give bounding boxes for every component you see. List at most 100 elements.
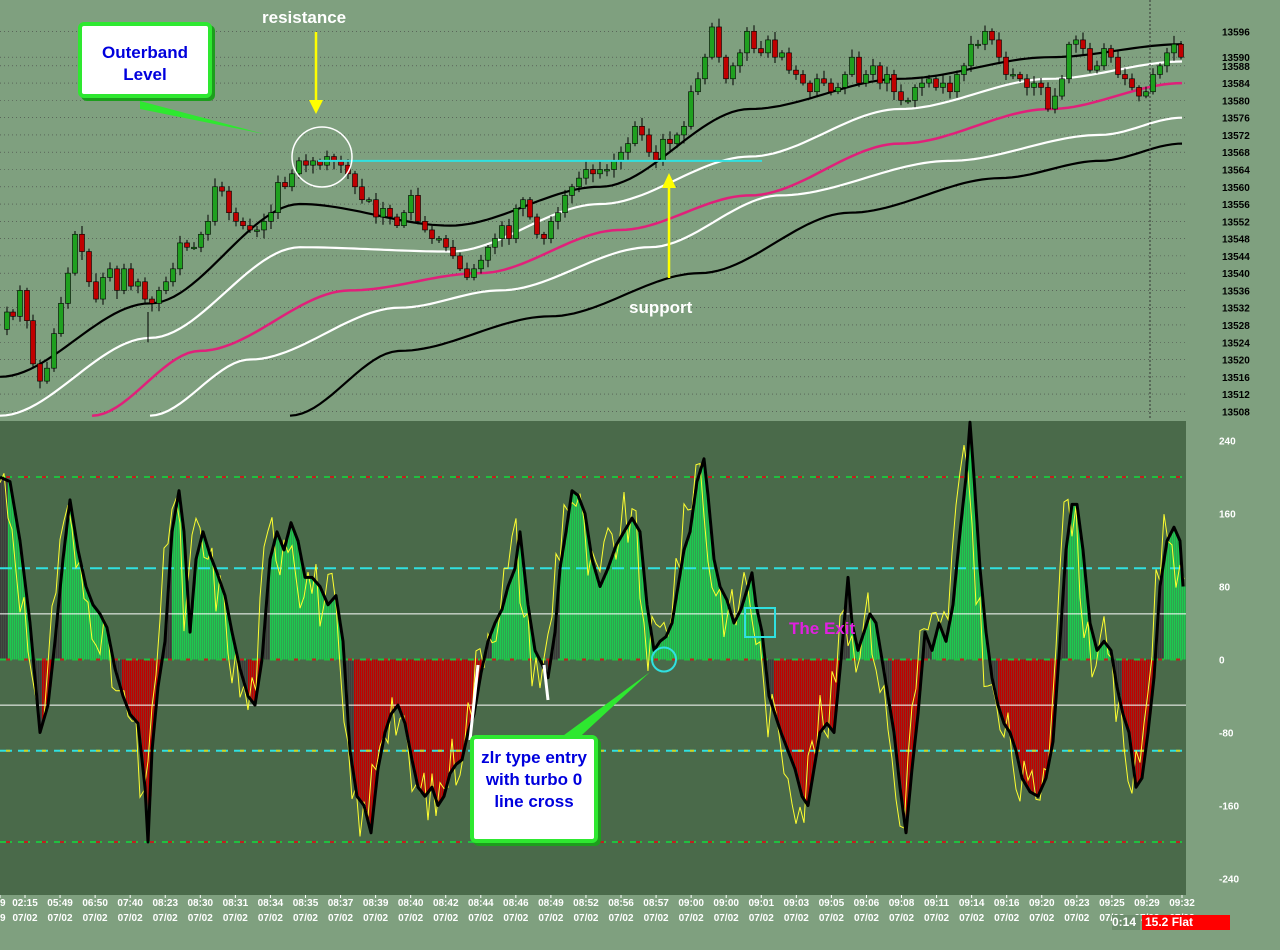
histogram-bar [680,574,682,660]
histogram-bar [1042,659,1044,788]
histogram-bar [710,516,712,660]
histogram-bar [982,589,984,660]
histogram-bar [794,659,796,767]
histogram-bar [462,659,464,760]
histogram-bar [1038,659,1040,797]
histogram-bar [1054,659,1056,728]
histogram-bar [1026,659,1028,785]
price-tick-label: 13568 [1222,148,1250,159]
histogram-bar [730,609,732,660]
histogram-bar [106,625,108,660]
histogram-bar [740,611,742,660]
candle-body-up [870,65,876,75]
histogram-bar [580,500,582,660]
candle [625,137,631,160]
x-tick-date: 07/02 [118,913,143,924]
candle [261,213,267,239]
x-tick-date: 07/02 [784,913,809,924]
histogram-bar [276,535,278,660]
histogram-bar [956,573,958,660]
candle [429,225,435,244]
candle [177,235,183,276]
histogram-bar [458,659,460,763]
candle [471,264,477,281]
candle [1178,40,1184,60]
candle-body-up [968,43,974,67]
histogram-bar [1122,659,1124,710]
x-tick-date: 07/02 [609,913,634,924]
candle [1052,88,1058,114]
candle [219,181,225,197]
candle [954,70,960,98]
candle-body-down [1122,74,1128,80]
candle-body-up [555,212,561,222]
histogram-bar [448,659,450,782]
histogram-bar [500,613,502,660]
candle [989,28,995,45]
candle [464,262,470,281]
histogram-bar [672,623,674,660]
price-tick-label: 13512 [1222,390,1250,401]
candle [121,263,127,295]
candle-body-up [709,26,715,58]
histogram-bar [328,604,330,660]
histogram-bar [452,659,454,771]
histogram-bar [12,493,14,660]
histogram-bar [612,556,614,660]
candle [128,263,134,291]
x-tick-time: 09:25 [1099,898,1125,909]
candle-body-up [982,30,988,45]
x-tick-time: 08:49 [538,898,564,909]
candle [632,121,638,147]
histogram-bar [220,581,222,660]
candle-body-down [114,268,120,291]
candle [408,189,414,221]
candle-body-up [919,82,925,88]
histogram-bar [1046,659,1048,779]
histogram-bar [354,659,356,777]
histogram-bar [1014,659,1016,745]
histogram-bar [6,479,8,660]
candle-body-down [786,52,792,71]
histogram-bar [308,577,310,660]
candle-body-up [604,169,610,172]
histogram-bar [824,659,826,728]
candle [793,65,799,80]
histogram-bar [60,589,62,660]
histogram-bar [792,659,794,762]
histogram-bar [864,632,866,660]
histogram-bar [1062,610,1064,660]
x-tick-time: 08:37 [328,898,354,909]
histogram-bar [368,659,370,822]
histogram-bar [976,507,978,660]
histogram-bar [872,616,874,660]
histogram-bar [454,659,456,768]
histogram-bar [918,659,920,715]
histogram-bar [1078,512,1080,660]
candle-body-up [961,65,967,75]
histogram-bar [1168,538,1170,660]
histogram-bar [210,554,212,660]
histogram-bar [912,659,914,769]
histogram-bar [322,591,324,660]
histogram-bar [340,621,342,660]
histogram-bar [1118,659,1120,692]
histogram-bar [818,659,820,745]
candle [72,230,78,276]
candle-body-down [128,268,134,287]
histogram-bar [642,552,644,660]
x-tick-date: 07/02 [363,913,388,924]
histogram-bar [752,572,754,660]
histogram-bar [1048,659,1050,768]
histogram-bar [1076,504,1078,660]
histogram-bar [1102,643,1104,660]
histogram-bar [1094,638,1096,660]
histogram-bar [506,594,508,660]
white-divergence-mark [542,664,550,701]
histogram-bar [142,659,144,760]
histogram-bar [8,480,10,660]
histogram-bar [1084,560,1086,660]
histogram-bar [656,647,658,660]
candle [247,218,253,233]
candle [842,71,848,95]
